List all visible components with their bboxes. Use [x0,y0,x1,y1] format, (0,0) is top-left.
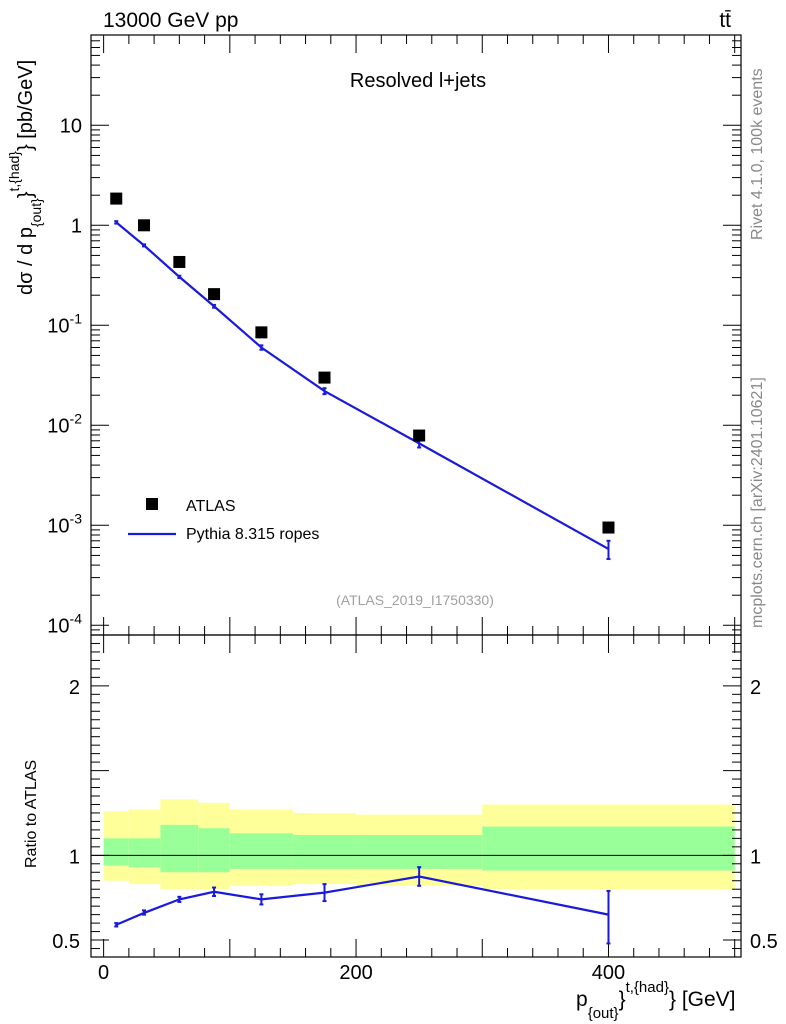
main-ytick-label-3: 10-1 [47,310,82,337]
analysis-id: (ATLAS_2019_I1750330) [336,592,494,608]
main-ytick-label-2-base: 10 [47,415,69,437]
main-ytick-label-1-exp: -3 [70,510,83,526]
ratio-ytick-label-right-0: 0.5 [750,931,778,953]
main-ytick-label-3-exp: -1 [70,310,83,326]
xlabel-p: p [576,988,588,1011]
ratio-band-inner-4 [229,833,293,869]
data-point [208,288,221,301]
main-ytick-label-5: 10 [60,115,82,137]
ratio-band-inner-7 [482,826,735,871]
xlabel-brace: } [619,988,626,1011]
xtick-label-2: 400 [592,962,625,984]
main-ylabel-part-2: } [15,191,37,198]
data-point [255,326,268,339]
ratio-band-inner-0 [103,838,129,866]
main-ytick-label-0-exp: -4 [70,610,83,626]
xlabel-sup: t,{had} [626,979,669,996]
ratio-ytick-label-left-1: 1 [69,846,80,868]
main-ytick-label-3-base: 10 [47,315,69,337]
xlabel-sub: {out} [588,1005,619,1022]
mc-main-line [115,221,610,550]
xlabel-unit: } [GeV] [669,988,736,1011]
main-ytick-label-1-base: 10 [47,515,69,537]
main-ytick-label-0-base: 10 [47,615,69,637]
main-ylabel-sub: {out} [28,198,44,227]
ratio-ytick-label-right-1: 1 [750,846,761,868]
ratio-band-inner-2 [160,824,199,873]
data-point [602,521,615,534]
analysis-title: Resolved l+jets [350,70,486,92]
main-ylabel-part-1: dσ / d p [15,227,37,295]
main-panel-frame [90,34,742,636]
data-point [413,429,426,442]
x-ticks: 0 200 400 [98,35,736,984]
data-series-main [110,192,615,534]
rivet-version-label: Rivet 4.1.0, 100k events [749,68,766,240]
process-label: tt̄ [719,9,731,32]
x-axis-label: p{out}}t,{had}} [GeV] [576,979,736,1022]
main-y-axis-label: dσ / d p{out}}t,{had}} [pb/GeV] [6,60,44,295]
data-point [173,255,186,268]
main-ytick-label-2-exp: -2 [70,410,83,426]
mcplots-source-label: mcplots.cern.ch [arXiv:2401.10621] [749,377,766,628]
main-ytick-label-2: 10-2 [47,410,82,437]
main-y-axis-label-text: dσ / d p{out}}t,{had}} [pb/GeV] [6,60,44,295]
ratio-band-inner-3 [198,828,230,873]
xtick-label-1: 200 [339,962,372,984]
ratio-ytick-label-left-2: 2 [69,677,80,699]
legend-data-marker [146,498,158,510]
ratio-panel-frame [90,634,742,958]
legend-mc-label: Pythia 8.315 ropes [186,526,319,543]
main-ytick-label-1: 10-3 [47,510,82,537]
ratio-band-inner-5 [292,834,357,869]
data-point [110,192,123,205]
ratio-ytick-label-left-0: 0.5 [52,931,80,953]
data-point [318,371,331,384]
x-axis-label-text: p{out}}t,{had}} [GeV] [576,979,736,1022]
ratio-y-axis-label: Ratio to ATLAS [23,760,40,868]
ratio-band-inner-1 [128,838,161,868]
ratio-ytick-label-right-2: 2 [750,677,761,699]
legend-data-label: ATLAS [186,498,236,515]
mc-series-ratio [114,866,611,945]
data-point [138,219,151,232]
main-ytick-label-0: 10-4 [47,610,82,637]
ratio-band-inner-6 [356,834,483,869]
energy-label: 13000 GeV pp [103,9,238,32]
ratio-y-ticks: 0.5 0.5 1 1 2 2 [52,634,778,958]
main-ytick-label-4: 1 [71,215,82,237]
xtick-label-0: 0 [98,962,109,984]
main-ylabel-part-3: } [pb/GeV] [15,60,37,151]
mc-ratio-line [115,875,609,926]
main-ylabel-sup: t,{had} [6,151,22,192]
